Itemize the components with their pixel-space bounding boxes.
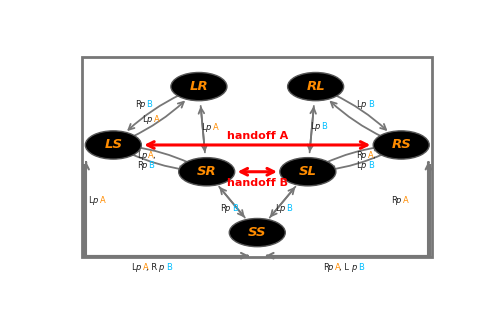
Text: p: p	[360, 151, 365, 161]
Text: , R: , R	[146, 263, 157, 272]
Text: ,: ,	[152, 151, 154, 161]
Text: L: L	[356, 100, 360, 109]
Text: LS: LS	[104, 138, 122, 151]
Text: SR: SR	[196, 165, 216, 178]
Text: p: p	[92, 197, 97, 205]
Text: p: p	[395, 197, 400, 205]
Text: p: p	[313, 122, 319, 131]
Text: p: p	[360, 161, 365, 170]
Text: R: R	[220, 204, 226, 213]
Text: A: A	[142, 263, 148, 272]
Ellipse shape	[287, 72, 343, 101]
Text: p: p	[360, 100, 365, 109]
Text: A: A	[154, 115, 160, 124]
Text: A: A	[402, 197, 408, 205]
Ellipse shape	[372, 131, 428, 159]
Text: p: p	[224, 204, 229, 213]
Text: LR: LR	[189, 80, 208, 93]
Text: R: R	[356, 151, 362, 161]
Text: RS: RS	[391, 138, 410, 151]
Text: B: B	[165, 263, 171, 272]
Text: p: p	[134, 263, 140, 272]
Text: SL: SL	[298, 165, 316, 178]
Text: A: A	[334, 263, 340, 272]
Text: B: B	[286, 204, 292, 213]
Text: A: A	[367, 151, 373, 161]
Text: L: L	[309, 122, 314, 131]
Ellipse shape	[170, 72, 226, 101]
Ellipse shape	[279, 158, 335, 186]
Text: p: p	[138, 100, 144, 109]
Text: p: p	[350, 263, 355, 272]
Text: p: p	[146, 115, 151, 124]
Text: , L: , L	[338, 263, 348, 272]
Text: p: p	[327, 263, 332, 272]
Text: B: B	[148, 161, 154, 170]
Ellipse shape	[85, 131, 141, 159]
Text: p: p	[158, 263, 163, 272]
Text: L: L	[274, 204, 279, 213]
Text: handoff B: handoff B	[226, 178, 287, 188]
Ellipse shape	[229, 218, 285, 247]
Text: RL: RL	[306, 80, 324, 93]
Text: p: p	[140, 151, 146, 161]
Text: L: L	[200, 124, 205, 132]
Text: p: p	[278, 204, 284, 213]
Text: B: B	[367, 161, 373, 170]
Text: A: A	[100, 197, 105, 205]
Text: L: L	[136, 151, 141, 161]
Text: B: B	[321, 122, 327, 131]
Text: L: L	[356, 161, 360, 170]
Text: B: B	[367, 100, 373, 109]
Text: B: B	[146, 100, 152, 109]
Text: L: L	[142, 115, 147, 124]
Text: R: R	[323, 263, 329, 272]
Text: handoff A: handoff A	[226, 131, 288, 142]
Text: R: R	[391, 197, 397, 205]
Text: ,: ,	[371, 151, 374, 161]
Text: B: B	[231, 204, 237, 213]
Text: p: p	[204, 124, 210, 132]
Text: B: B	[358, 263, 364, 272]
Ellipse shape	[178, 158, 234, 186]
Text: A: A	[212, 124, 218, 132]
Text: L: L	[88, 197, 93, 205]
Text: SS: SS	[247, 226, 266, 239]
Text: R: R	[136, 161, 142, 170]
Text: R: R	[134, 100, 140, 109]
Text: L: L	[131, 263, 135, 272]
Text: A: A	[148, 151, 154, 161]
Text: p: p	[140, 161, 146, 170]
